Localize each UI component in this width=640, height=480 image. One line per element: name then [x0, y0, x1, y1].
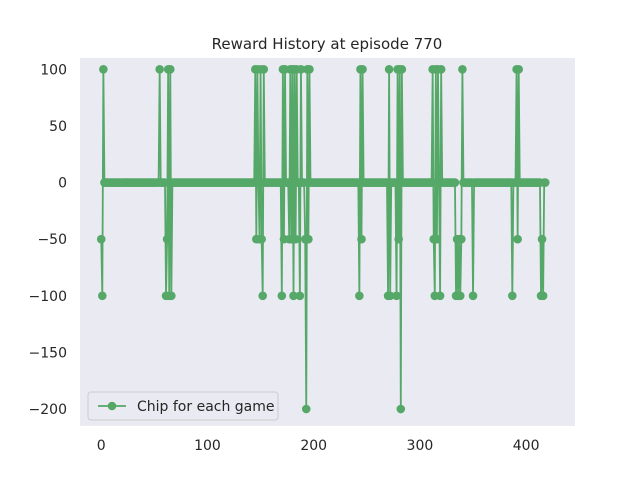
data-point [384, 65, 394, 74]
data-point [258, 291, 268, 301]
x-tick-label: 300 [407, 438, 434, 454]
data-point [289, 291, 298, 301]
y-tick-label: 0 [58, 176, 67, 192]
data-point [305, 65, 314, 74]
y-tick-label: −150 [29, 345, 67, 361]
data-point [396, 404, 406, 414]
data-point [165, 65, 175, 74]
data-point [385, 291, 395, 301]
data-point [392, 291, 401, 301]
x-tick-label: 400 [513, 438, 540, 454]
data-point [299, 178, 309, 187]
y-tick-label: 50 [49, 119, 67, 135]
x-tick-label: 100 [194, 438, 221, 454]
data-point [540, 178, 550, 187]
x-tick-label: 0 [97, 438, 106, 454]
y-tick-label: −100 [29, 289, 67, 305]
data-point [427, 178, 436, 187]
data-point [355, 291, 364, 301]
data-point [458, 65, 467, 74]
data-point [291, 234, 300, 244]
data-point [301, 404, 311, 414]
data-point [457, 234, 466, 244]
legend-marker [107, 401, 117, 411]
y-tick-label: −200 [29, 402, 67, 418]
data-point [98, 291, 107, 301]
legend-label: Chip for each game [137, 399, 275, 415]
data-point [254, 178, 263, 187]
data-point [295, 291, 305, 301]
data-point [436, 65, 446, 74]
data-point [99, 65, 108, 74]
plot-area [80, 58, 575, 426]
data-point [304, 234, 313, 244]
y-tick-label: −50 [37, 232, 67, 248]
data-point [357, 234, 366, 244]
data-point [162, 234, 172, 244]
data-point [160, 178, 170, 187]
legend-box [87, 391, 279, 421]
x-tick-label: 200 [300, 438, 327, 454]
data-point [468, 291, 478, 301]
chart-title: Reward History at episode 770 [212, 35, 443, 53]
data-point [397, 65, 407, 74]
data-point [514, 65, 523, 74]
data-point [358, 65, 367, 74]
data-point [155, 65, 164, 74]
data-point [391, 178, 400, 187]
data-point [537, 234, 547, 244]
legend: Chip for each game [87, 391, 279, 421]
data-point [435, 291, 445, 301]
y-tick-label: 100 [40, 62, 67, 78]
data-point [394, 234, 403, 244]
data-point [259, 65, 269, 74]
data-point [257, 234, 266, 244]
data-point [538, 291, 548, 301]
data-point [513, 234, 522, 244]
data-point [508, 291, 517, 301]
data-point [96, 234, 106, 244]
data-point [432, 234, 442, 244]
data-point [277, 291, 287, 301]
data-point [167, 291, 176, 301]
data-point [296, 65, 306, 74]
data-point [283, 178, 293, 187]
data-point [450, 178, 460, 187]
data-point [455, 291, 465, 301]
